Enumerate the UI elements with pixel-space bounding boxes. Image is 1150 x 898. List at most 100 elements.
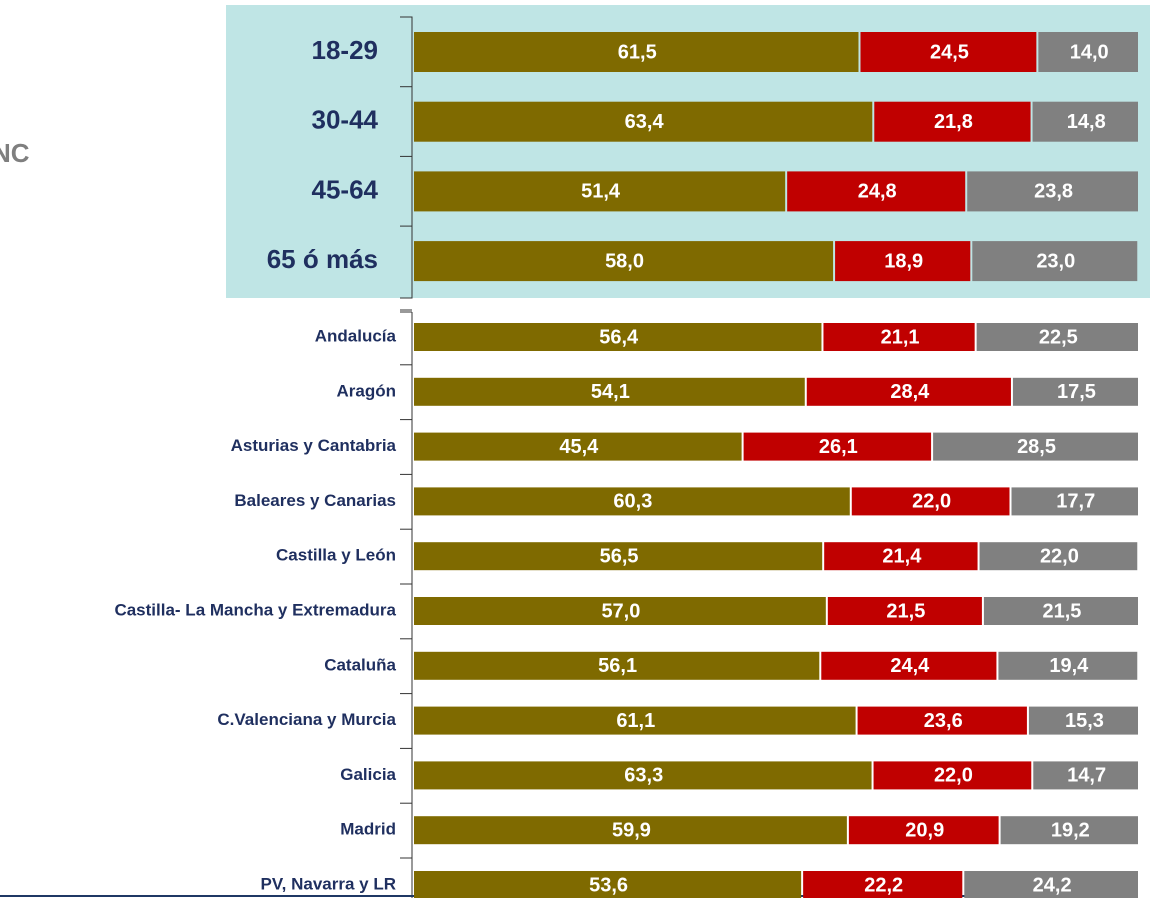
- data-label: 14,7: [1067, 765, 1106, 787]
- data-label: 14,0: [1070, 41, 1109, 63]
- data-label: 63,4: [625, 111, 665, 133]
- bar-segment: [414, 241, 834, 282]
- data-label: 19,4: [1049, 655, 1089, 677]
- bar-segment: [1038, 32, 1138, 72]
- bar-segment: [823, 323, 975, 351]
- bar-segment: [743, 432, 932, 461]
- bar-segment: [414, 542, 823, 571]
- data-label: 15,3: [1065, 710, 1104, 732]
- data-label: 14,8: [1067, 111, 1106, 133]
- bar-segment: [414, 761, 872, 790]
- bar-segment: [976, 323, 1138, 351]
- data-label: 21,5: [886, 600, 925, 622]
- data-label: 58,0: [605, 250, 644, 272]
- data-label: 21,5: [1042, 600, 1081, 622]
- y-tick-label: Baleares y Canarias: [234, 491, 396, 510]
- data-label: 17,5: [1057, 381, 1096, 403]
- data-label: 24,4: [890, 655, 930, 677]
- bar-segment: [414, 171, 786, 212]
- y-tick-label: Castilla- La Mancha y Extremadura: [114, 600, 396, 619]
- bar-segment: [414, 706, 856, 735]
- bar-segment: [1000, 816, 1138, 845]
- y-tick-label: Asturias y Cantabria: [231, 436, 397, 455]
- data-label: 61,1: [616, 710, 655, 732]
- bar-segment: [1033, 761, 1138, 790]
- bar-segment: [979, 542, 1138, 571]
- y-tick-label: C.Valenciana y Murcia: [217, 710, 396, 729]
- y-tick-label: Madrid: [340, 820, 396, 839]
- bar-segment: [874, 101, 1031, 142]
- data-label: 56,5: [600, 545, 639, 567]
- annotation: NC: [0, 138, 30, 168]
- bar-segment: [827, 597, 982, 625]
- bar-segment: [824, 542, 978, 571]
- y-tick-label: Cataluña: [324, 655, 396, 674]
- bar-segment: [857, 706, 1027, 735]
- data-label: 60,3: [613, 491, 652, 513]
- bar-segment: [848, 816, 999, 845]
- data-label: 28,5: [1017, 436, 1056, 458]
- bar-segment: [414, 871, 802, 898]
- data-label: 17,7: [1056, 491, 1095, 513]
- bar-segment: [821, 651, 997, 680]
- data-label: 51,4: [581, 181, 621, 203]
- bar-segment: [414, 432, 742, 461]
- data-label: 57,0: [601, 600, 640, 622]
- data-label: 22,0: [912, 491, 951, 513]
- y-tick-label: 30-44: [312, 105, 379, 135]
- data-label: 23,0: [1036, 250, 1075, 272]
- data-label: 21,1: [881, 326, 920, 348]
- y-tick-label: PV, Navarra y LR: [261, 874, 396, 893]
- data-label: 24,2: [1033, 874, 1072, 896]
- data-label: 22,0: [934, 765, 973, 787]
- data-label: 23,8: [1034, 181, 1073, 203]
- bar-segment: [851, 487, 1010, 516]
- data-label: 24,5: [930, 41, 969, 63]
- bar-segment: [835, 241, 971, 282]
- data-label: 22,0: [1040, 545, 1079, 567]
- y-tick-label: 65 ó más: [267, 244, 378, 274]
- y-tick-label: 45-64: [312, 174, 379, 204]
- y-tick-label: Andalucía: [315, 326, 397, 345]
- bar-segment: [414, 323, 822, 351]
- data-label: 53,6: [589, 874, 628, 896]
- bar-segment: [873, 761, 1032, 790]
- bar-segment: [933, 432, 1138, 461]
- bar-segment: [983, 597, 1138, 625]
- data-label: 22,5: [1039, 326, 1078, 348]
- data-label: 22,2: [864, 874, 903, 896]
- bar-segment: [787, 171, 966, 212]
- data-label: 56,4: [599, 326, 639, 348]
- bar-segment: [803, 871, 963, 898]
- data-label: 19,2: [1051, 819, 1090, 841]
- y-tick-label: Galicia: [340, 765, 396, 784]
- bar-segment: [414, 816, 847, 845]
- bar-segment: [806, 377, 1011, 406]
- data-label: 63,3: [624, 765, 663, 787]
- bar-segment: [414, 651, 820, 680]
- data-label: 21,4: [882, 545, 922, 567]
- data-label: 56,1: [598, 655, 637, 677]
- y-tick-label: Aragón: [337, 381, 397, 400]
- data-label: 20,9: [905, 819, 944, 841]
- data-label: 26,1: [819, 436, 858, 458]
- bar-segment: [1012, 377, 1138, 406]
- bar-segment: [998, 651, 1138, 680]
- bar-segment: [972, 241, 1138, 282]
- bar-segment: [414, 32, 859, 72]
- bar-segment: [964, 871, 1138, 898]
- data-label: 23,6: [924, 710, 963, 732]
- data-label: 61,5: [618, 41, 657, 63]
- y-tick-label: Castilla y León: [276, 546, 396, 565]
- data-label: 18,9: [884, 250, 923, 272]
- y-tick-label: 18-29: [312, 35, 379, 65]
- bar-segment: [1028, 706, 1138, 735]
- bar-segment: [414, 377, 805, 406]
- bar-segment: [1011, 487, 1138, 516]
- data-label: 24,8: [858, 181, 897, 203]
- bar-segment: [414, 597, 826, 625]
- data-label: 21,8: [934, 111, 973, 133]
- bar-segment: [1032, 101, 1138, 142]
- bar-segment: [967, 171, 1138, 212]
